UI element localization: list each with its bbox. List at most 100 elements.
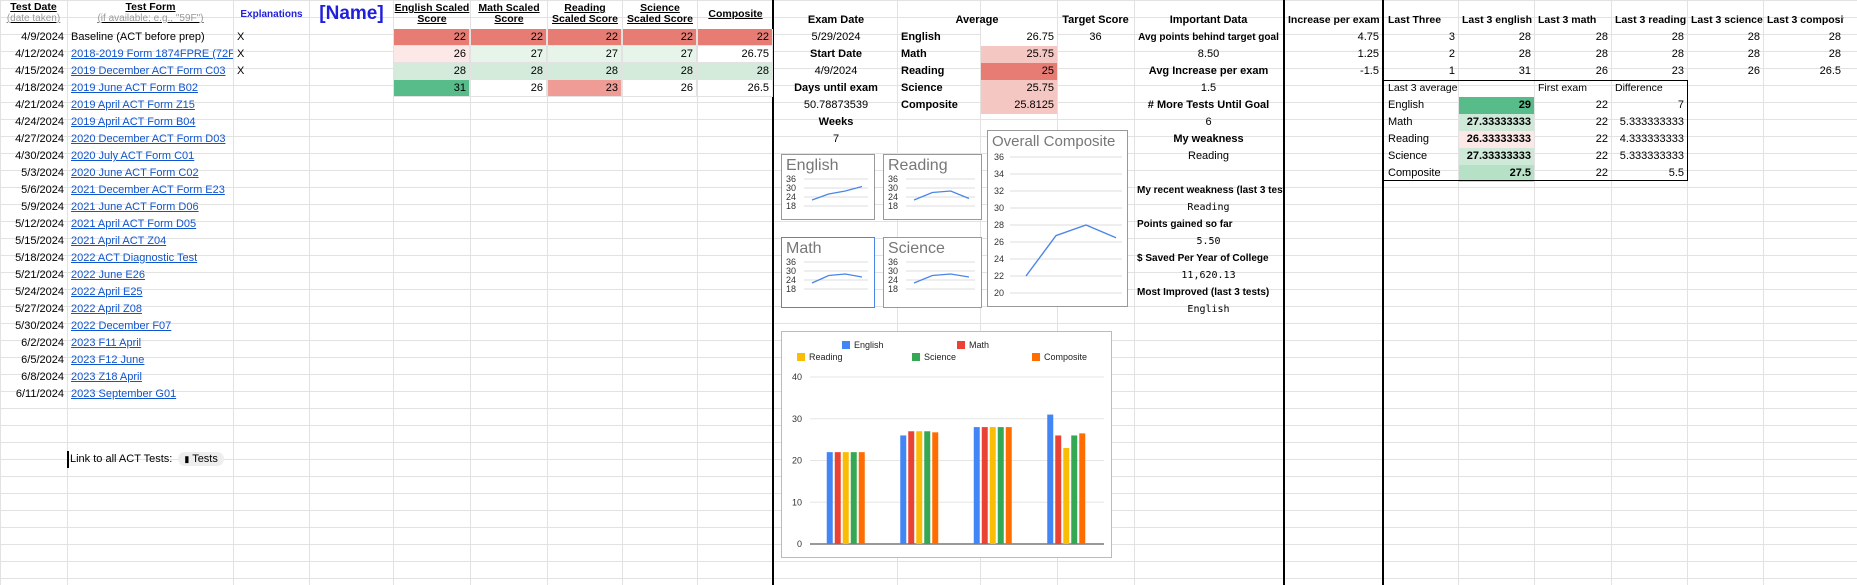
test-form-cell[interactable]: Baseline (ACT before prep) — [71, 31, 205, 43]
test-form-link[interactable]: 2020 June ACT Form C02 — [71, 167, 199, 179]
test-form-link[interactable]: 2021 April ACT Form D05 — [71, 218, 197, 230]
last3-cell[interactable]: 28 — [1518, 48, 1531, 60]
score-cell-c[interactable]: 26.5 — [698, 80, 773, 97]
last3-cell[interactable]: 2 — [1448, 48, 1455, 60]
explanation-mark[interactable]: X — [237, 31, 245, 43]
averages-cell[interactable]: 5.333333333 — [1619, 116, 1684, 128]
test-date-cell[interactable]: 5/21/2024 — [15, 269, 64, 281]
score-cell-r[interactable]: 23 — [548, 80, 622, 97]
target-value[interactable]: 36 — [1089, 31, 1102, 43]
score-cell-s[interactable]: 27 — [623, 46, 697, 63]
score-cell-m[interactable]: 22 — [471, 29, 547, 46]
header-math[interactable]: Math Scaled Score — [478, 2, 540, 25]
average-value[interactable]: 25.75 — [981, 80, 1057, 97]
days-until-value[interactable]: 50.78873539 — [803, 99, 869, 111]
averages-cell[interactable]: 22 — [1595, 133, 1608, 145]
last3-cell[interactable]: 31 — [1518, 65, 1531, 77]
increase-value[interactable]: 4.75 — [1357, 31, 1379, 43]
explanation-mark[interactable]: X — [237, 48, 245, 60]
last3-cell[interactable]: 28 — [1747, 31, 1760, 43]
last3-cell[interactable]: 28 — [1671, 48, 1684, 60]
last3-cell[interactable]: 28 — [1595, 31, 1608, 43]
test-form-link[interactable]: 2021 April ACT Z04 — [71, 235, 167, 247]
test-form-link[interactable]: 2022 April Z08 — [71, 303, 142, 315]
most-improved-value[interactable]: English — [1187, 304, 1230, 315]
test-date-cell[interactable]: 5/30/2024 — [15, 320, 64, 332]
explanation-mark[interactable] — [234, 80, 309, 97]
average-value[interactable]: 25 — [981, 63, 1057, 80]
score-cell-c[interactable]: 28 — [698, 63, 773, 80]
averages-cell[interactable]: 27.33333333 — [1459, 148, 1534, 165]
test-form-link[interactable]: 2019 April ACT Form Z15 — [71, 99, 195, 111]
averages-cell[interactable]: 7 — [1677, 99, 1684, 111]
test-form-link[interactable]: 2022 April E25 — [71, 286, 143, 298]
averages-cell[interactable]: Composite — [1388, 167, 1441, 179]
header-test-form[interactable]: Test Form (if available; e.g., "59F") — [97, 1, 204, 25]
header-composite[interactable]: Composite — [708, 8, 763, 20]
test-date-cell[interactable]: 5/15/2024 — [15, 235, 64, 247]
averages-cell[interactable]: 22 — [1595, 116, 1608, 128]
score-cell-m[interactable]: 28 — [471, 63, 547, 80]
test-form-link[interactable]: 2023 Z18 April — [71, 371, 142, 383]
avg-behind-value[interactable]: 8.50 — [1197, 48, 1220, 60]
test-date-cell[interactable]: 4/9/2024 — [21, 31, 64, 43]
averages-cell[interactable]: 29 — [1459, 97, 1534, 114]
mini-chart-english[interactable]: English 36 30 24 18 — [781, 154, 875, 220]
averages-cell[interactable]: 27.33333333 — [1459, 114, 1534, 131]
last3-cell[interactable]: 1 — [1448, 65, 1455, 77]
weeks-value[interactable]: 7 — [832, 133, 840, 145]
score-cell-m[interactable]: 26 — [471, 80, 547, 97]
score-cell-e[interactable]: 31 — [394, 80, 470, 97]
score-cell-c[interactable]: 26.75 — [698, 46, 773, 63]
last3-cell[interactable]: 26 — [1595, 65, 1608, 77]
test-date-cell[interactable]: 6/8/2024 — [21, 371, 64, 383]
test-date-cell[interactable]: 4/27/2024 — [15, 133, 64, 145]
score-cell-e[interactable]: 22 — [394, 29, 470, 46]
test-form-link[interactable]: 2021 June ACT Form D06 — [71, 201, 199, 213]
score-cell-e[interactable]: 26 — [394, 46, 470, 63]
test-date-cell[interactable]: 4/30/2024 — [15, 150, 64, 162]
start-date-value[interactable]: 4/9/2024 — [814, 65, 858, 77]
test-form-link[interactable]: 2018-2019 Form 1874FPRE (72F) — [71, 48, 233, 60]
last3-cell[interactable]: 28 — [1828, 48, 1841, 60]
recent-weakness-value[interactable]: Reading — [1187, 202, 1230, 213]
test-date-cell[interactable]: 5/24/2024 — [15, 286, 64, 298]
exam-date-value[interactable]: 5/29/2024 — [811, 31, 861, 43]
test-date-cell[interactable]: 5/27/2024 — [15, 303, 64, 315]
averages-cell[interactable]: 22 — [1595, 167, 1608, 179]
averages-cell[interactable]: 27.5 — [1459, 165, 1534, 182]
test-date-cell[interactable]: 5/6/2024 — [21, 184, 64, 196]
averages-cell[interactable]: 22 — [1595, 150, 1608, 162]
score-cell-s[interactable]: 22 — [623, 29, 697, 46]
test-date-cell[interactable]: 4/18/2024 — [15, 82, 64, 94]
mini-chart-reading[interactable]: Reading 36 30 24 18 — [883, 154, 982, 220]
score-cell-e[interactable]: 28 — [394, 63, 470, 80]
test-date-cell[interactable]: 5/9/2024 — [21, 201, 64, 213]
test-date-cell[interactable]: 4/21/2024 — [15, 99, 64, 111]
score-bar-chart[interactable]: English Math Reading Science Composite 0 10 20 3… — [781, 331, 1112, 558]
increase-value[interactable]: 1.25 — [1357, 48, 1379, 60]
averages-cell[interactable]: Science — [1388, 150, 1428, 162]
average-value[interactable]: 25.75 — [981, 46, 1057, 63]
more-tests-value[interactable]: 6 — [1205, 116, 1212, 128]
saved-value[interactable]: 11,620.13 — [1181, 270, 1236, 281]
explanation-mark[interactable]: X — [237, 65, 245, 77]
weakness-value[interactable]: Reading — [1188, 150, 1229, 162]
test-form-link[interactable]: 2019 June ACT Form B02 — [71, 82, 198, 94]
test-form-link[interactable]: 2023 F12 June — [71, 354, 145, 366]
points-gained-value[interactable]: 5.50 — [1196, 236, 1221, 247]
last3-cell[interactable]: 28 — [1595, 48, 1608, 60]
averages-cell[interactable]: 5.5 — [1668, 167, 1684, 179]
test-form-link[interactable]: 2023 September G01 — [71, 388, 177, 400]
averages-cell[interactable]: 4.333333333 — [1619, 133, 1684, 145]
header-test-date[interactable]: Test Date (date taken) — [6, 1, 61, 25]
test-date-cell[interactable]: 5/18/2024 — [15, 252, 64, 264]
averages-cell[interactable]: 26.33333333 — [1459, 131, 1534, 148]
name-title[interactable]: [Name] — [319, 3, 384, 24]
last3-cell[interactable]: 26 — [1747, 65, 1760, 77]
last3-cell[interactable]: 28 — [1828, 31, 1841, 43]
test-form-link[interactable]: 2019 April ACT Form B04 — [71, 116, 196, 128]
last3-cell[interactable]: 28 — [1518, 31, 1531, 43]
averages-cell[interactable]: Reading — [1388, 133, 1429, 145]
test-form-link[interactable]: 2022 ACT Diagnostic Test — [71, 252, 198, 264]
